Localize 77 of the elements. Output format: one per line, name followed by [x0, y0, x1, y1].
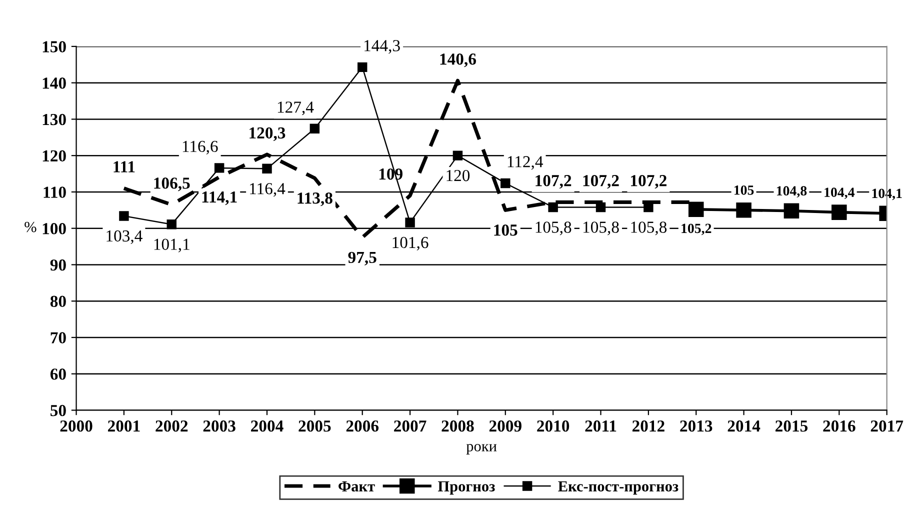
data-label: 105: [494, 224, 518, 236]
x-tick-label: 2002: [156, 420, 188, 432]
data-label: 101,1: [154, 238, 190, 252]
point: [688, 202, 704, 218]
data-label: 103,4: [106, 230, 142, 244]
data-label: 107,2: [536, 175, 572, 189]
point: [405, 218, 415, 228]
y-tick-label: 90: [50, 259, 66, 271]
point: [119, 211, 129, 221]
x-tick-label: 2015: [776, 420, 808, 432]
data-label: 107,2: [583, 175, 619, 189]
x-tick-label: 2014: [728, 420, 760, 432]
x-tick-label: 2006: [346, 420, 379, 432]
data-label: 104,8: [776, 186, 807, 198]
x-tick-label: 2010: [537, 420, 570, 432]
x-tick-label: 2013: [680, 420, 712, 432]
y-tick-label: 140: [42, 78, 66, 89]
point: [784, 203, 800, 219]
y-tick-label: 60: [50, 368, 66, 380]
legend-label: Екс-пост-прогноз: [558, 481, 678, 495]
data-label: 105,8: [536, 222, 572, 236]
data-label: 144,3: [364, 40, 400, 54]
point: [736, 202, 752, 218]
point: [166, 219, 176, 230]
legend-label: Прогноз: [438, 481, 495, 495]
data-label: 104,4: [824, 188, 855, 200]
x-tick-label: 2016: [823, 420, 856, 432]
x-tick-label: 2012: [632, 420, 664, 432]
data-label: 105,8: [631, 222, 667, 236]
data-label: 101,6: [392, 236, 428, 251]
data-label: 127,4: [278, 102, 314, 116]
y-tick-label: 70: [50, 332, 66, 344]
y-axis-title: %: [24, 222, 36, 232]
data-label: 114,1: [202, 191, 237, 206]
y-tick-label: 50: [50, 404, 66, 416]
x-tick-label: 2011: [585, 420, 616, 432]
legend-label: Факт: [338, 481, 375, 492]
point: [310, 124, 320, 134]
data-label: 140,6: [440, 54, 476, 68]
point: [596, 202, 606, 212]
y-tick-label: 80: [50, 296, 66, 308]
x-axis-title: роки: [466, 444, 497, 454]
point: [832, 204, 847, 220]
x-tick-label: 2007: [394, 420, 426, 432]
data-label: 105: [734, 185, 754, 195]
data-label: 105,2: [682, 224, 712, 236]
data-label: 105,8: [583, 222, 619, 236]
x-tick-label: 2005: [298, 420, 331, 432]
data-label: 111: [114, 161, 135, 172]
x-tick-label: 2000: [60, 420, 92, 432]
y-tick-label: 130: [42, 114, 66, 126]
data-label: 120: [446, 170, 470, 182]
data-label: 107,2: [631, 175, 666, 189]
data-label: 116,6: [182, 140, 218, 154]
y-tick-label: 150: [42, 41, 66, 52]
data-label: 112,4: [508, 156, 544, 170]
x-tick-label: 2001: [108, 420, 140, 432]
data-label: 106,5: [154, 178, 190, 192]
point: [214, 163, 224, 173]
point: [452, 150, 463, 160]
data-label: 116,4: [250, 183, 286, 197]
point: [357, 62, 368, 72]
data-label: 104,1: [872, 188, 902, 200]
x-tick-label: 2009: [489, 420, 522, 432]
y-tick-label: 110: [44, 186, 66, 198]
x-tick-label: 2003: [203, 420, 236, 432]
data-label: 120,3: [250, 127, 286, 142]
y-tick-label: 100: [42, 223, 66, 234]
point: [548, 202, 558, 212]
data-label: 113,8: [298, 192, 332, 206]
y-tick-label: 120: [42, 150, 66, 162]
x-tick-label: 2004: [251, 420, 284, 432]
x-tick-label: 2008: [442, 420, 474, 432]
point: [500, 178, 510, 188]
data-label: 97,5: [348, 252, 376, 266]
x-tick-label: 2017: [870, 420, 904, 432]
point: [262, 164, 272, 174]
